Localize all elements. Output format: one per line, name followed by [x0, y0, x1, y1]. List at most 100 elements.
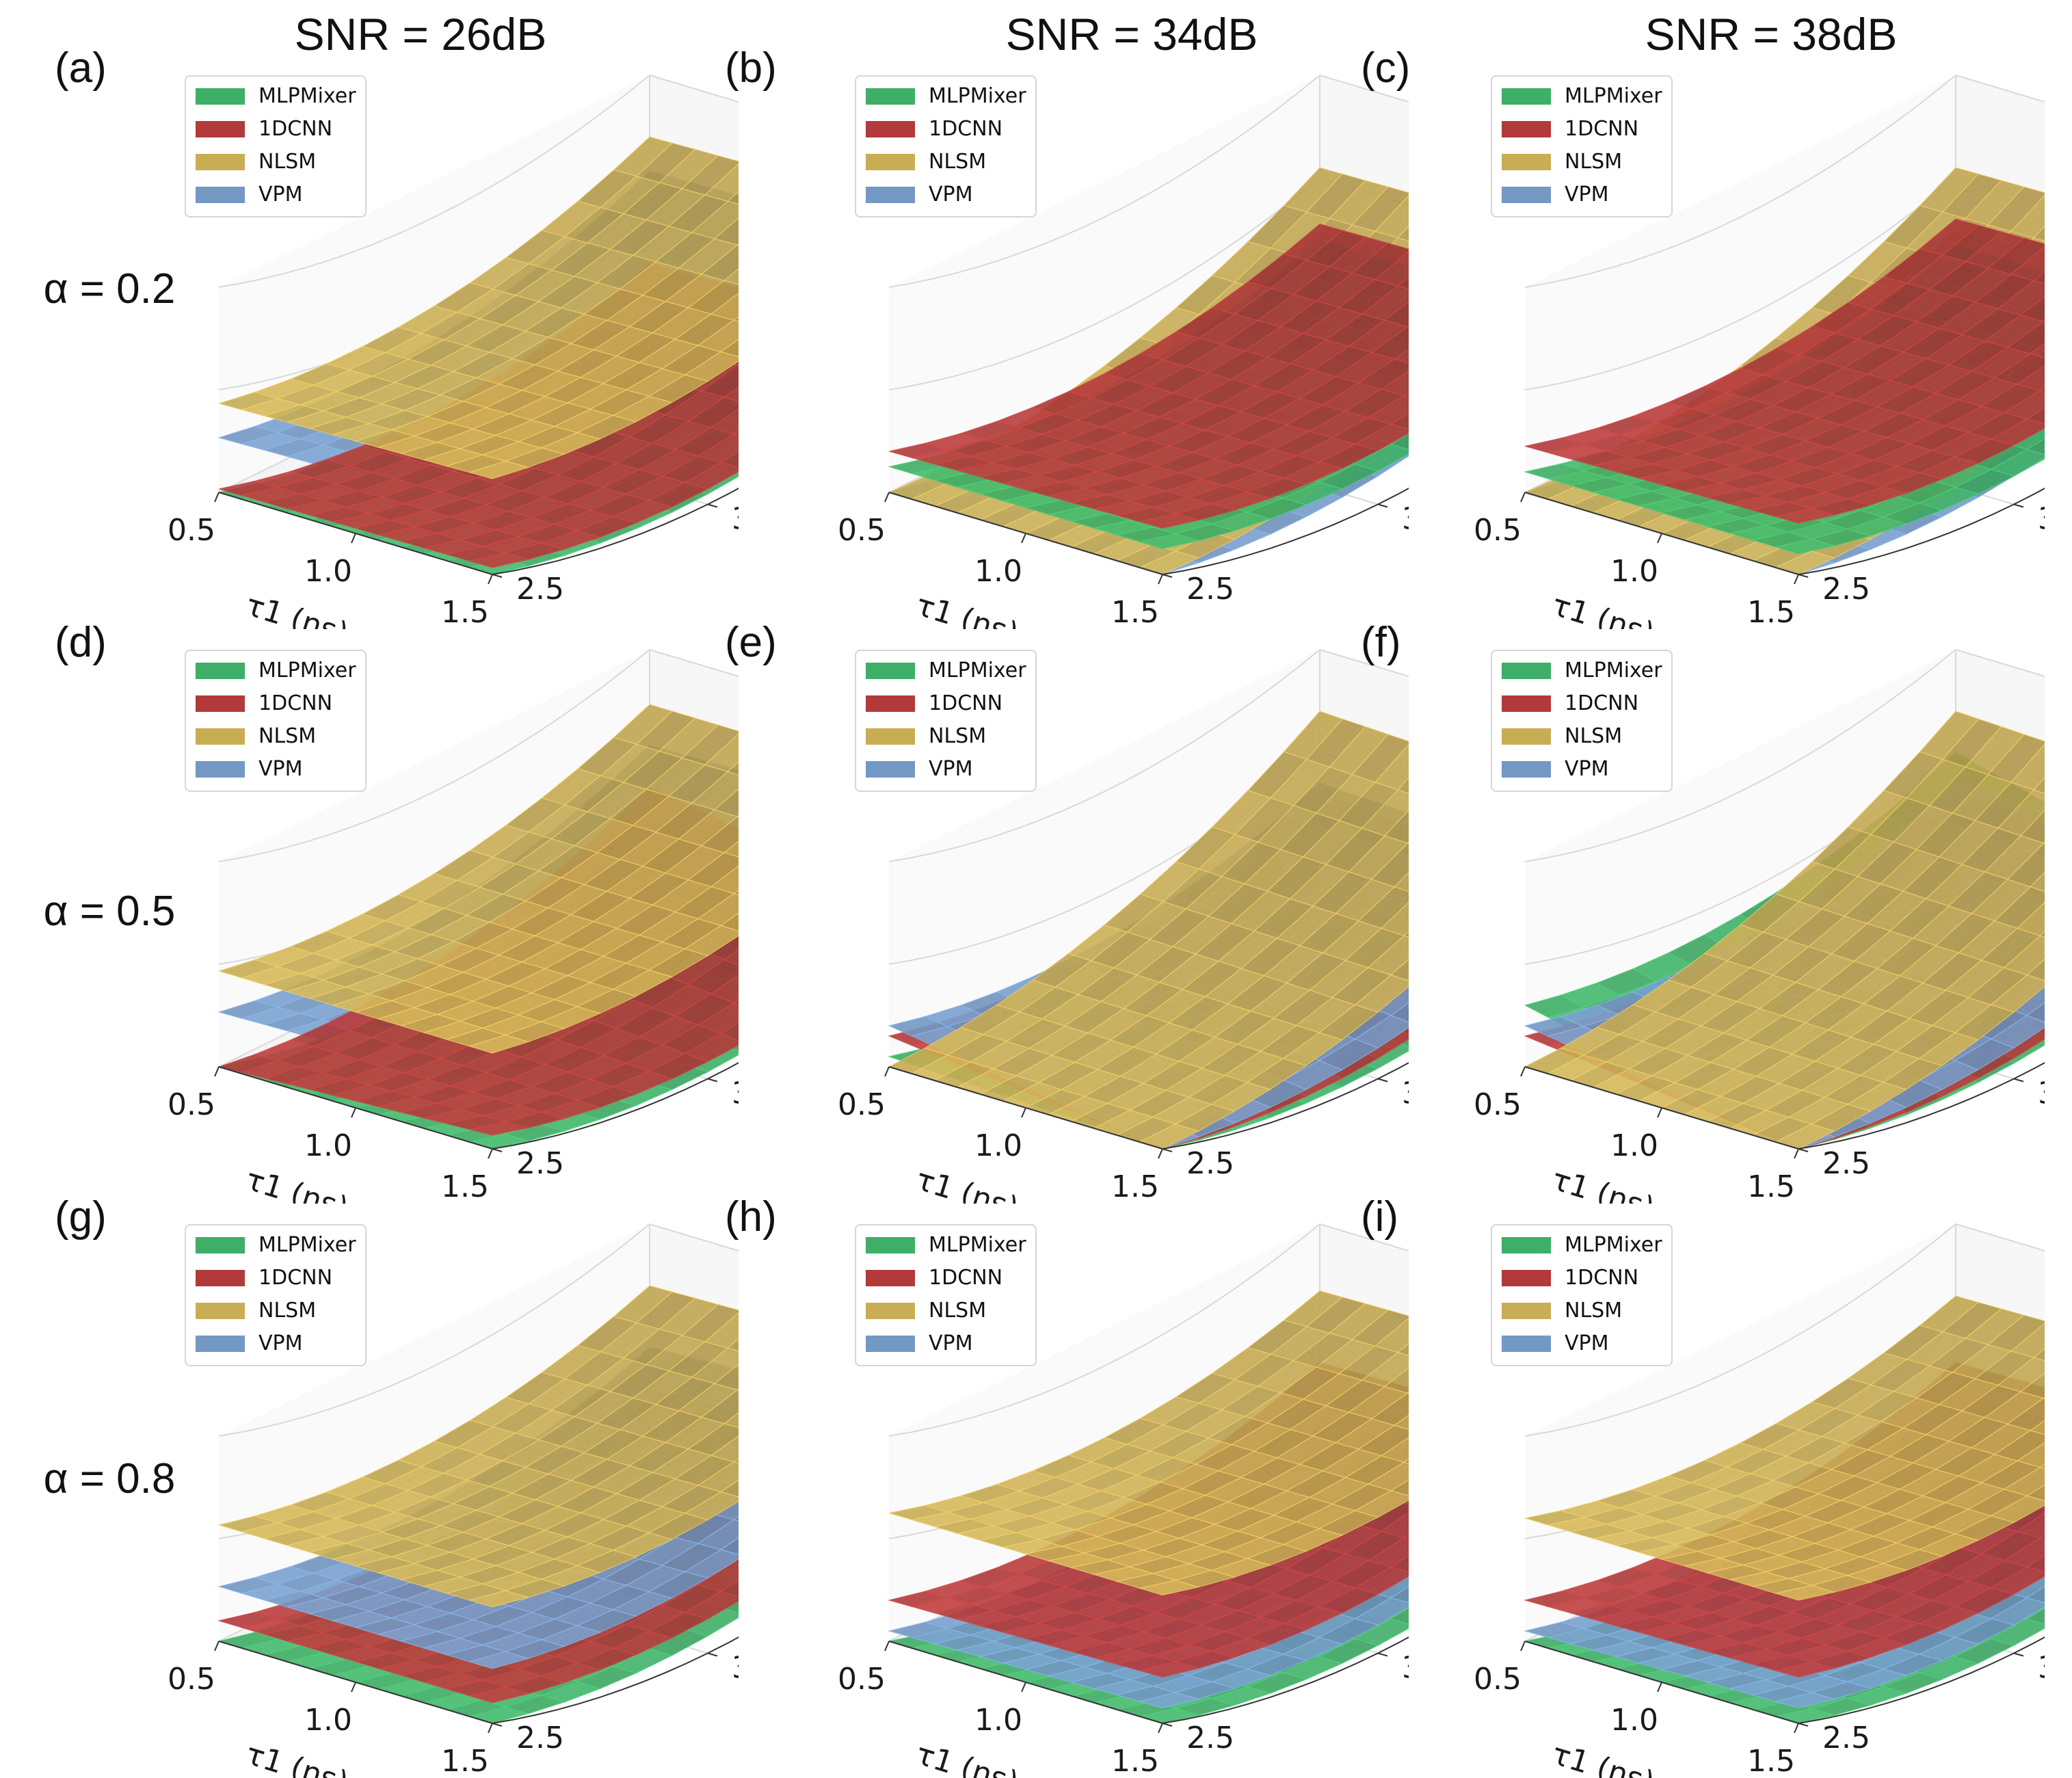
surface-plot: 0.51.01.52.53.03.50.00.10.2τ1 (ns)τ2 (ns…	[1361, 615, 2045, 1204]
legend-label: 1DCNN	[1565, 114, 1638, 145]
legend-label: NLSM	[929, 721, 986, 752]
panel-a: (a)0.51.01.52.53.03.50.00.10.3τ1 (ns)τ2 …	[55, 41, 739, 629]
y-tick-label: 3.0	[2038, 1076, 2045, 1111]
x-tick	[1022, 533, 1026, 543]
legend-item-nlsm: NLSM	[866, 146, 1033, 178]
legend-item-nlsm: NLSM	[866, 721, 1033, 752]
legend-item-mlpmixer: MLPMixer	[1502, 655, 1669, 687]
y-tick-label: 2.5	[516, 1721, 564, 1755]
x-tick	[1022, 1108, 1026, 1117]
y-tick	[708, 1079, 717, 1082]
legend-swatch	[866, 761, 915, 778]
x-tick	[1158, 574, 1163, 584]
legend-label: VPM	[258, 179, 303, 211]
x-tick	[215, 492, 219, 502]
panel-d: (d)0.51.01.52.53.03.50.00.10.3τ1 (ns)τ2 …	[55, 615, 739, 1204]
x-tick	[885, 492, 889, 502]
y-tick-label: 3.0	[2038, 502, 2045, 537]
y-tick	[492, 574, 502, 577]
x-tick	[1794, 1149, 1798, 1158]
legend-swatch	[196, 1303, 245, 1319]
legend-item-1dcnn: 1DCNN	[196, 114, 362, 145]
legend-swatch	[196, 154, 245, 170]
legend-label: 1DCNN	[258, 1262, 332, 1294]
legend-swatch	[196, 728, 245, 745]
legend-label: MLPMixer	[258, 655, 356, 687]
x-tick-label: 1.0	[304, 1128, 352, 1163]
x-tick	[215, 1067, 219, 1076]
panel-h: (h)0.51.01.52.53.03.50.00.10.2τ1 (ns)τ2 …	[725, 1190, 1409, 1778]
legend-item-mlpmixer: MLPMixer	[866, 81, 1033, 112]
legend-item-mlpmixer: MLPMixer	[196, 81, 362, 112]
legend-item-nlsm: NLSM	[196, 721, 362, 752]
legend-swatch	[1502, 187, 1551, 203]
x-tick	[351, 1108, 356, 1117]
panel-g: (g)0.51.01.52.53.03.50.00.10.3τ1 (ns)τ2 …	[55, 1190, 739, 1778]
y-tick	[2014, 1079, 2023, 1082]
legend-swatch	[866, 154, 915, 170]
x-axis-label: τ1 (ns)	[241, 1736, 352, 1778]
x-tick	[1658, 1108, 1662, 1117]
y-tick-label: 2.5	[516, 1146, 564, 1181]
legend-swatch	[866, 88, 915, 105]
x-tick-label: 1.0	[974, 554, 1022, 589]
legend-item-vpm: VPM	[1502, 754, 1669, 785]
legend-swatch	[196, 1270, 245, 1286]
legend-label: MLPMixer	[258, 81, 356, 112]
legend-swatch	[1502, 88, 1551, 105]
legend-label: NLSM	[258, 146, 316, 178]
x-tick-label: 0.5	[1474, 513, 1522, 548]
legend-item-1dcnn: 1DCNN	[1502, 114, 1669, 145]
x-tick	[1158, 1149, 1163, 1158]
legend-label: MLPMixer	[1565, 655, 1662, 687]
x-tick-label: 0.5	[838, 513, 886, 548]
legend-swatch	[866, 663, 915, 679]
surface-plot: 0.51.01.52.53.03.50.00.10.3τ1 (ns)τ2 (ns…	[55, 1190, 739, 1778]
panel-f: (f)0.51.01.52.53.03.50.00.10.2τ1 (ns)τ2 …	[1361, 615, 2045, 1204]
x-tick	[488, 1723, 492, 1733]
legend-item-nlsm: NLSM	[1502, 721, 1669, 752]
x-tick-label: 1.0	[1610, 554, 1658, 589]
legend-label: NLSM	[258, 721, 316, 752]
x-tick	[1794, 574, 1798, 584]
surface-plot: 0.51.01.52.53.03.50.00.10.3τ1 (ns)τ2 (ns…	[55, 41, 739, 629]
surface-plot: 0.51.01.52.53.03.50.00.10.3τ1 (ns)τ2 (ns…	[55, 615, 739, 1204]
x-tick	[488, 574, 492, 584]
y-tick	[1163, 574, 1172, 577]
x-tick-label: 0.5	[168, 1087, 215, 1122]
y-tick	[708, 1654, 717, 1656]
legend-item-mlpmixer: MLPMixer	[1502, 81, 1669, 112]
y-tick-label: 2.5	[516, 572, 564, 607]
legend-swatch	[1502, 663, 1551, 679]
surface-plot: 0.51.01.52.53.03.50.00.10.2τ1 (ns)τ2 (ns…	[725, 615, 1409, 1204]
x-tick-label: 1.0	[304, 1703, 352, 1738]
legend-label: 1DCNN	[258, 114, 332, 145]
y-tick	[492, 1723, 502, 1726]
panel-e: (e)0.51.01.52.53.03.50.00.10.2τ1 (ns)τ2 …	[725, 615, 1409, 1204]
legend-item-mlpmixer: MLPMixer	[866, 655, 1033, 687]
legend-swatch	[1502, 154, 1551, 170]
x-tick	[885, 1067, 889, 1076]
x-tick-label: 0.5	[168, 1662, 215, 1697]
legend-item-1dcnn: 1DCNN	[196, 1262, 362, 1294]
y-tick	[1163, 1149, 1172, 1152]
x-tick-label: 1.0	[974, 1128, 1022, 1163]
legend-item-nlsm: NLSM	[1502, 146, 1669, 178]
legend-swatch	[866, 121, 915, 137]
legend-swatch	[1502, 761, 1551, 778]
legend-item-vpm: VPM	[196, 1328, 362, 1359]
legend-swatch	[1502, 728, 1551, 745]
x-tick-label: 0.5	[838, 1087, 886, 1122]
legend-item-nlsm: NLSM	[196, 146, 362, 178]
legend-swatch	[196, 1237, 245, 1253]
legend-label: VPM	[929, 754, 973, 785]
legend-label: 1DCNN	[929, 114, 1002, 145]
legend-item-vpm: VPM	[1502, 179, 1669, 211]
legend-item-mlpmixer: MLPMixer	[196, 1230, 362, 1261]
legend-item-mlpmixer: MLPMixer	[196, 655, 362, 687]
